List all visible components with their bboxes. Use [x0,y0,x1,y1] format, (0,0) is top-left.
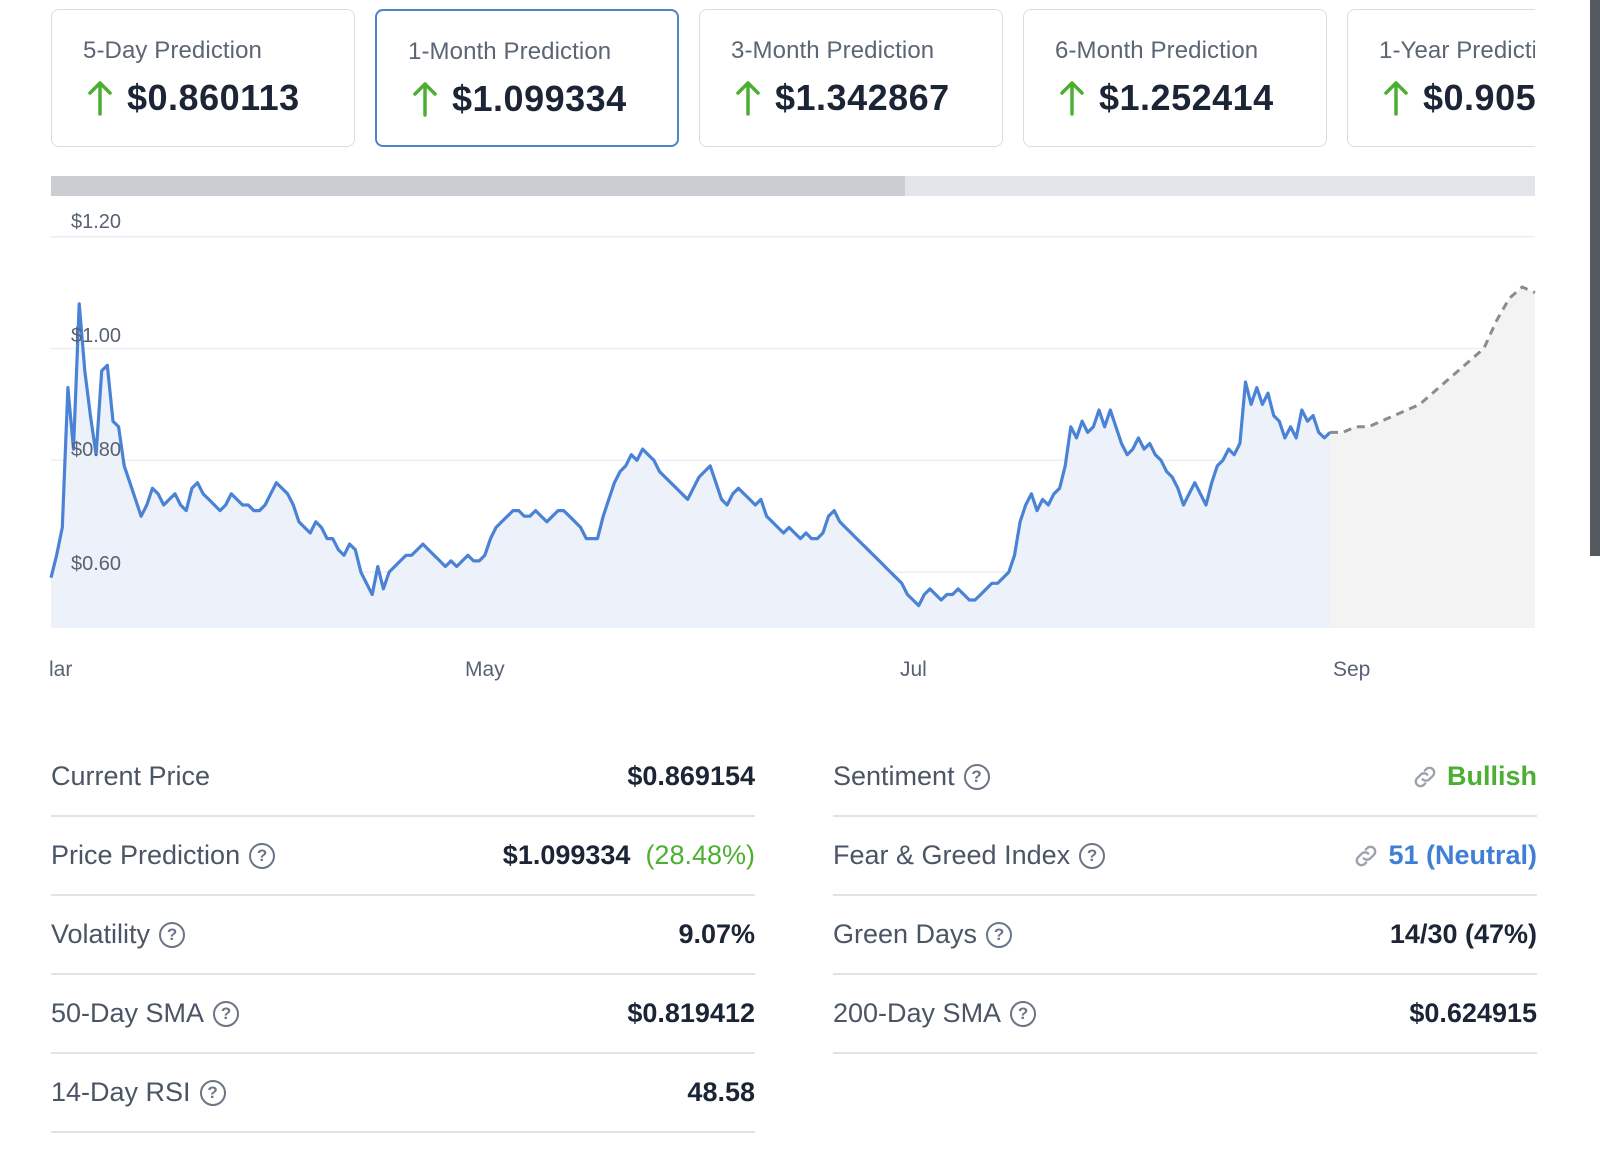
y-tick-label: $0.60 [71,553,121,575]
help-icon[interactable]: ? [159,921,186,948]
stat-50-day-sma: 50-Day SMA? $0.819412 [51,975,755,1054]
stat-14-day-rsi: 14-Day RSI? 48.58 [51,1054,755,1133]
help-icon[interactable]: ? [986,921,1013,948]
card-value: $1.342867 [775,77,950,118]
stat-value: 9.07% [678,919,755,949]
prediction-card-1-year[interactable]: 1-Year Prediction $0.905 [1347,9,1535,147]
stat-value: $1.099334 [502,840,631,870]
stat-label: Volatility [51,919,151,949]
prediction-card-1-month[interactable]: 1-Month Prediction $1.099334 [375,9,679,147]
stat-sentiment: Sentiment? Bullish [833,738,1537,817]
card-label: 6-Month Prediction [1055,37,1259,64]
stat-volatility: Volatility? 9.07% [51,896,755,975]
card-value: $1.252414 [1099,77,1274,118]
stat-label: 14-Day RSI [51,1077,191,1107]
stats-left: Current Price $0.869154 Price Prediction… [51,738,755,1133]
stat-label: Price Prediction [51,840,241,870]
stat-label: 200-Day SMA [833,998,1002,1028]
help-icon[interactable]: ? [199,1079,226,1106]
prediction-card-3-month[interactable]: 3-Month Prediction $1.342867 [699,9,1003,147]
stat-green-days: Green Days? 14/30 (47%) [833,896,1537,975]
stat-current-price: Current Price $0.869154 [51,738,755,817]
stat-value: 51 (Neutral) [1388,840,1537,870]
arrow-up-icon [736,81,760,116]
help-icon[interactable]: ? [249,842,276,869]
link-icon [1356,845,1377,866]
help-icon[interactable]: ? [1079,842,1106,869]
card-value: $0.860113 [127,77,300,118]
prediction-card-6-month[interactable]: 6-Month Prediction $1.252414 [1023,9,1327,147]
card-label: 1-Year Prediction [1379,37,1535,64]
price-area [51,303,1330,628]
arrow-up-icon [413,82,437,117]
prediction-percent: (28.48%) [645,840,755,870]
sentiment-link[interactable]: Bullish [1411,761,1537,792]
x-tick-label: Jul [900,658,927,681]
card-label: 3-Month Prediction [731,37,935,64]
price-chart: $1.20 $1.00 $0.80 $0.60 lar May Jul Sep [49,211,1536,681]
stat-fear-greed-index: Fear & Greed Index? 51 (Neutral) [833,817,1537,896]
price-line [49,302,1332,608]
card-label: 1-Month Prediction [408,38,612,65]
link-icon [1414,766,1436,787]
stat-value: Bullish [1446,761,1537,791]
y-tick-label: $0.80 [71,439,121,461]
stat-value: $0.869154 [627,761,755,791]
help-icon[interactable]: ? [213,1000,240,1027]
arrow-up-icon [1384,81,1408,116]
fear-greed-link[interactable]: 51 (Neutral) [1352,840,1537,871]
y-tick-label: $1.00 [71,325,121,347]
card-value: $0.905 [1423,77,1535,118]
x-tick-label: Sep [1333,658,1370,681]
chart-scrollbar[interactable] [51,176,1535,196]
help-icon[interactable]: ? [1010,1000,1037,1027]
x-tick-label: lar [49,658,72,681]
forecast-line [1330,285,1536,434]
stat-label: Fear & Greed Index [833,840,1071,870]
stat-label: Sentiment [833,761,955,791]
arrow-up-icon [1060,81,1084,116]
prediction-card-5-day[interactable]: 5-Day Prediction $0.860113 [51,9,355,147]
stat-value: 48.58 [687,1077,755,1107]
x-tick-label: May [465,658,505,681]
stat-label: Current Price [51,761,211,791]
card-label: 5-Day Prediction [83,37,263,64]
stat-label: Green Days [833,919,978,949]
stat-label: 50-Day SMA [51,998,205,1028]
help-icon[interactable]: ? [963,763,990,790]
prediction-cards: 5-Day Prediction $0.860113 1-Month Predi… [51,9,1535,147]
page-scrollbar[interactable] [1590,0,1600,556]
arrow-up-icon [88,81,112,116]
stat-200-day-sma: 200-Day SMA? $0.624915 [833,975,1537,1054]
forecast-area [1330,287,1535,628]
y-tick-label: $1.20 [71,211,121,233]
chart-scrollbar-thumb[interactable] [51,176,905,196]
stat-value: 14/30 (47%) [1389,919,1537,949]
stat-value: $0.624915 [1409,998,1537,1028]
card-value: $1.099334 [452,78,627,119]
stat-value: $0.819412 [627,998,755,1028]
stats-right: Sentiment? Bullish Fear & Greed Index? 5… [833,738,1537,1054]
stat-price-prediction: Price Prediction? $1.099334 (28.48%) [51,817,755,896]
